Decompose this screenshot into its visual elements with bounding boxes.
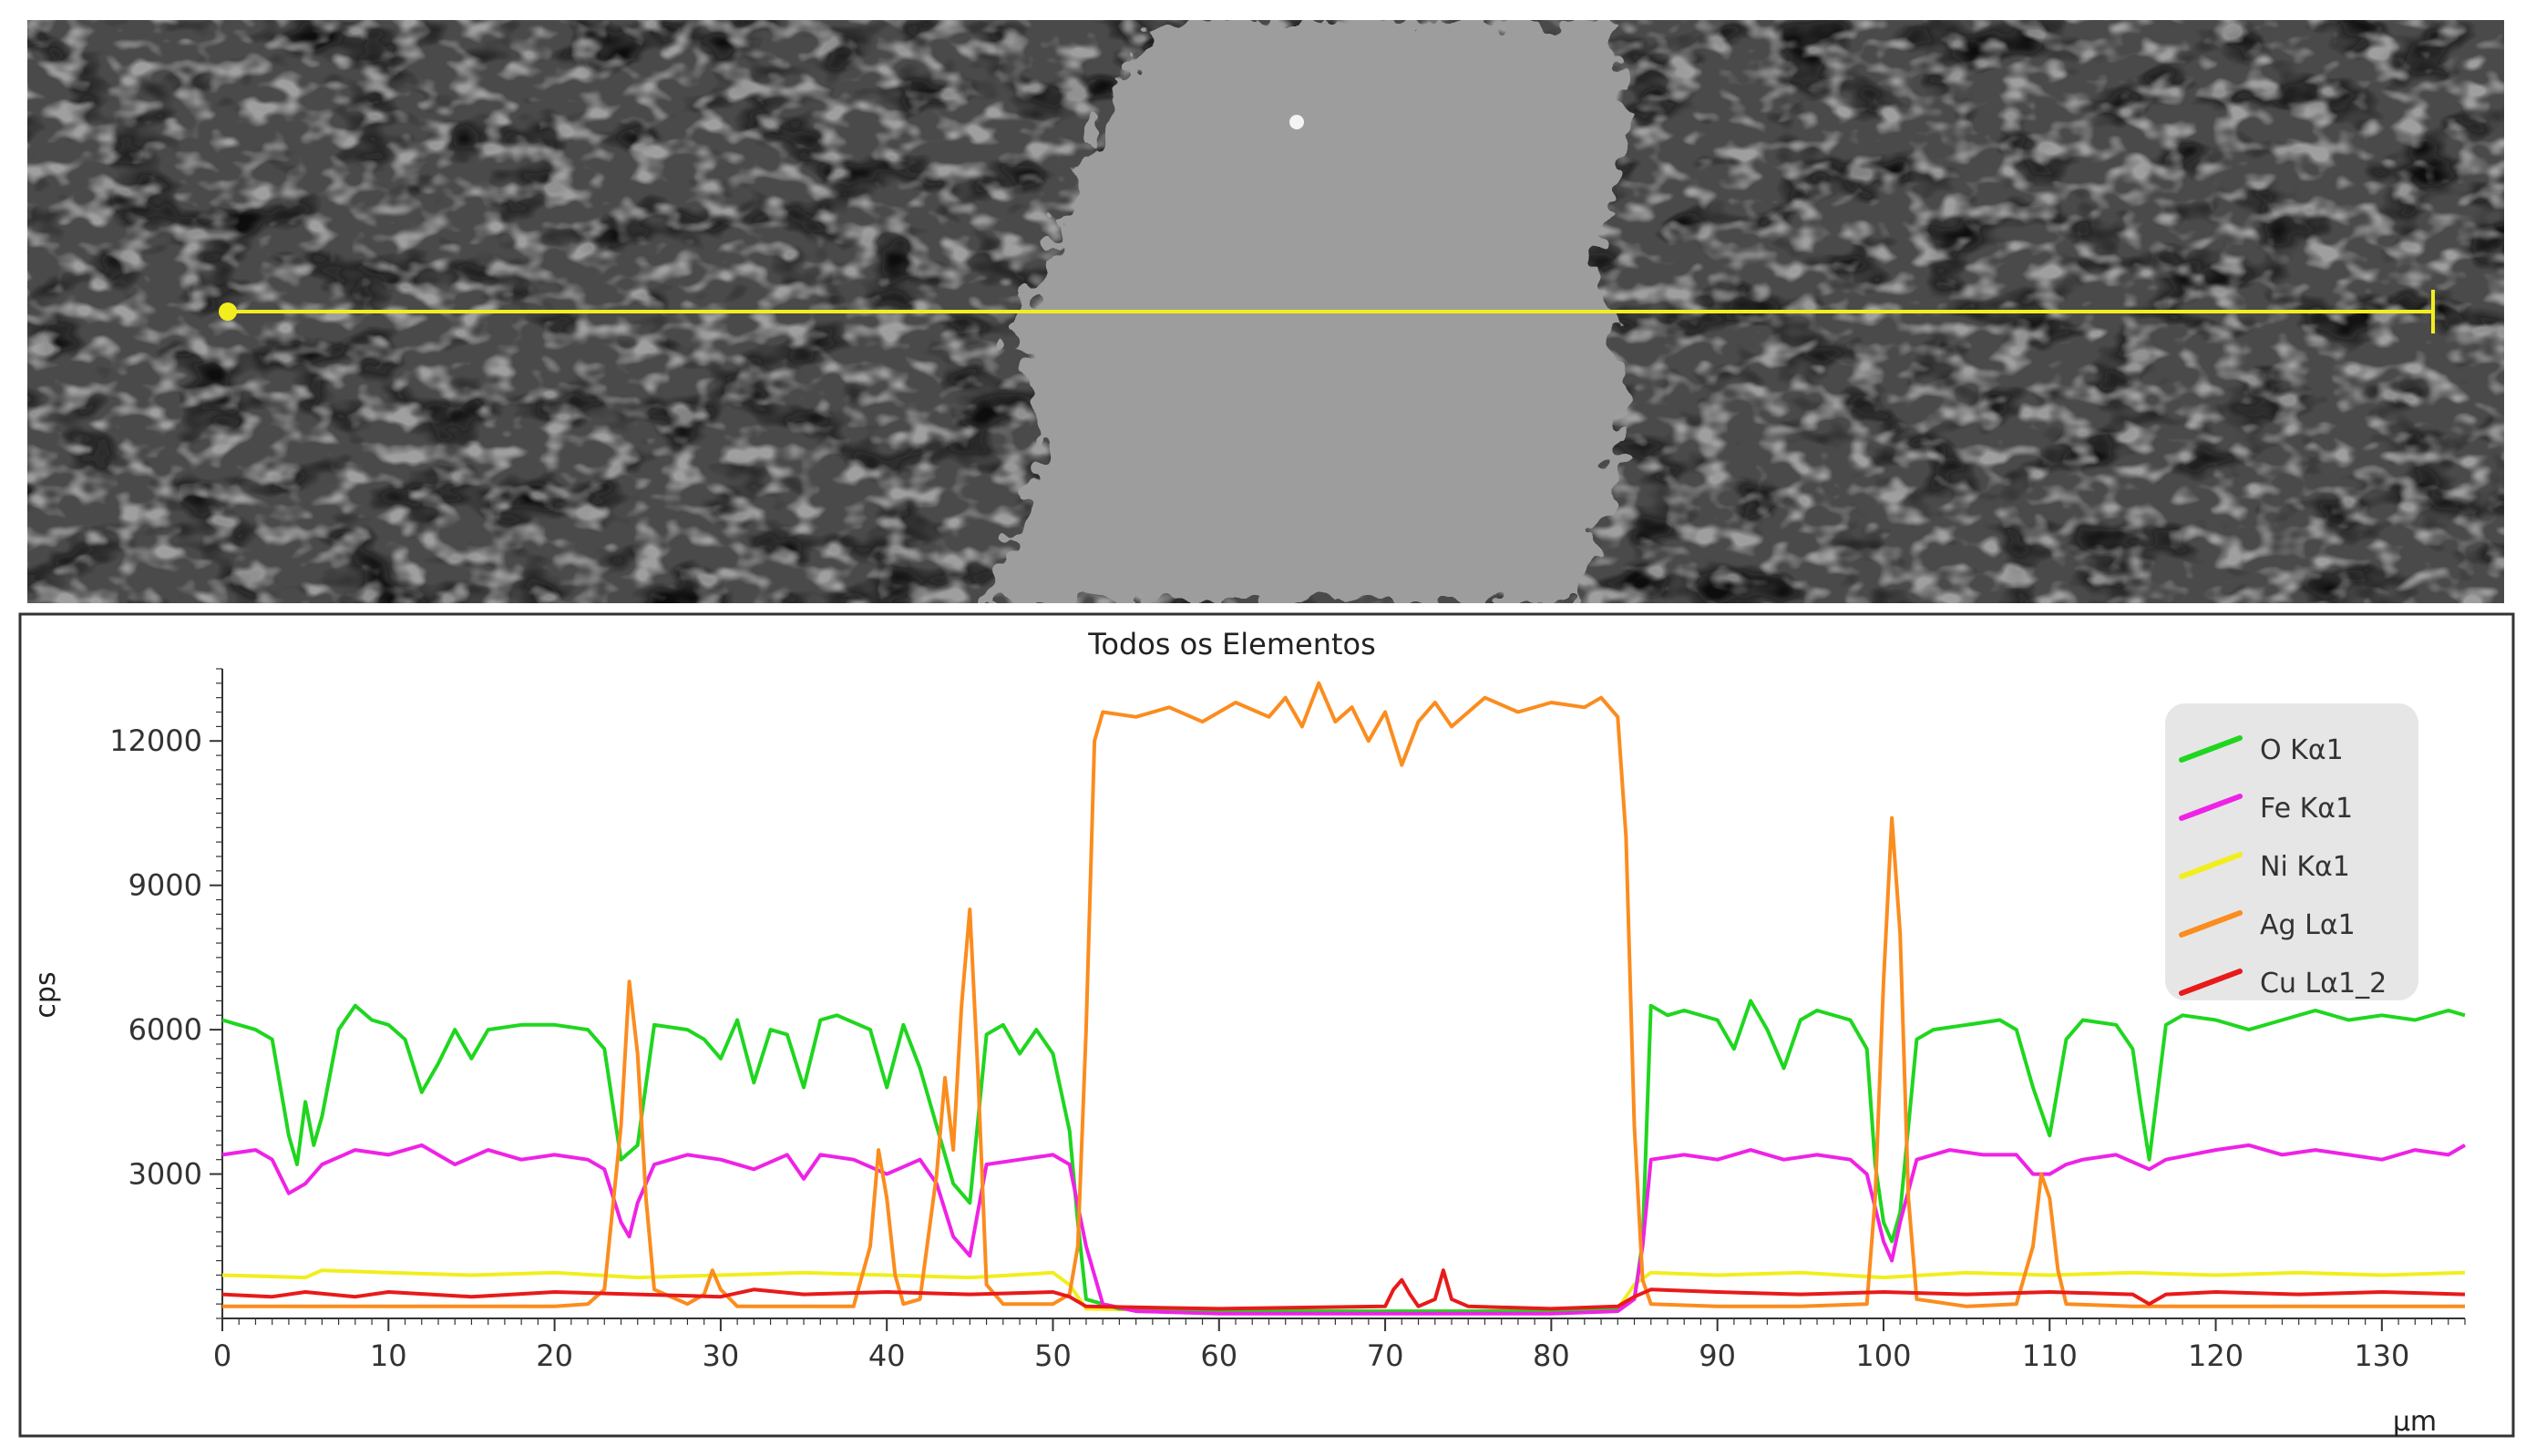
chart-axes: 0 10 20 30 40 50 60 70 80 90 100 110 120 130 3000 6000 9…	[109, 668, 2466, 1373]
x-tick-label: 60	[1200, 1338, 1237, 1373]
x-tick-label: 40	[868, 1338, 906, 1373]
x-tick-label: 50	[1034, 1338, 1072, 1373]
legend-label-1: Fe Kα1	[2260, 793, 2353, 825]
legend-label-3: Ag Lα1	[2260, 909, 2356, 941]
chart-series	[221, 681, 2466, 1316]
chart-legend: O Kα1 Fe Kα1 Ni Kα1 Ag Lα1 Cu Lα1_2	[2165, 703, 2418, 1000]
y-axis-label: cps	[30, 971, 62, 1018]
x-tick-label: 120	[2188, 1338, 2243, 1373]
y-tick-label: 3000	[128, 1157, 202, 1192]
x-tick-label: 20	[536, 1338, 573, 1373]
legend-box	[2165, 703, 2418, 1000]
x-tick-label: 30	[703, 1338, 740, 1373]
x-axis-label: µm	[2393, 1406, 2437, 1438]
series-line-4	[221, 1268, 2466, 1311]
chart-frame	[18, 612, 2515, 1438]
x-tick-label: 130	[2354, 1338, 2409, 1373]
legend-swatch-0	[2179, 735, 2243, 763]
sem-bright-particle	[1289, 115, 1304, 129]
legend-label-2: Ni Kα1	[2260, 851, 2350, 883]
chart-title: Todos os Elementos	[1087, 627, 1376, 661]
x-tick-label: 80	[1533, 1338, 1570, 1373]
line-profile-chart: Todos os Elementos cps µm 0 10 20 30 40 50 60 7…	[18, 612, 2515, 1438]
sem-micrograph	[27, 20, 2504, 603]
legend-swatch-2	[2179, 852, 2243, 879]
legend-swatch-4	[2179, 969, 2243, 996]
series-line-0	[221, 999, 2466, 1314]
y-tick-label: 12000	[109, 723, 202, 758]
legend-swatch-1	[2179, 794, 2243, 821]
legend-label-4: Cu Lα1_2	[2260, 968, 2387, 1000]
x-tick-label: 70	[1367, 1338, 1404, 1373]
series-line-1	[221, 1143, 2466, 1316]
x-tick-label: 90	[1699, 1338, 1736, 1373]
y-tick-label: 9000	[128, 868, 202, 903]
x-tick-label: 0	[213, 1338, 231, 1373]
legend-swatch-3	[2179, 910, 2243, 938]
series-line-3	[222, 681, 2465, 1308]
x-tick-label: 100	[1855, 1338, 1911, 1373]
x-tick-label: 10	[370, 1338, 407, 1373]
scan-line-start-marker	[219, 302, 237, 321]
legend-label-0: O Kα1	[2260, 734, 2344, 766]
y-tick-label: 6000	[128, 1012, 202, 1047]
x-tick-label: 110	[2022, 1338, 2078, 1373]
